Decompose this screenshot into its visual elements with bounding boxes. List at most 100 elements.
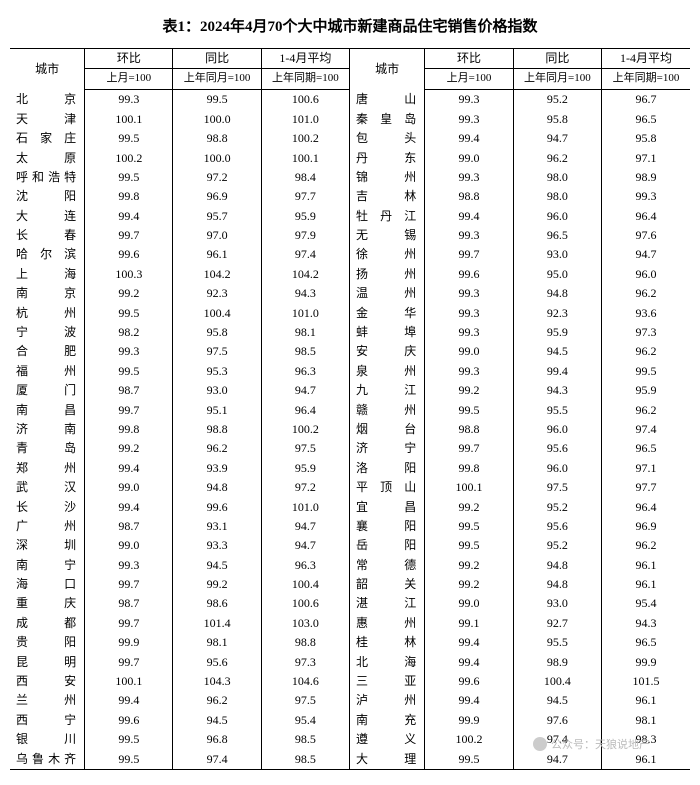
mom-cell: 99.4 <box>425 633 513 652</box>
avg-cell: 97.2 <box>261 478 349 497</box>
avg-cell: 98.5 <box>261 730 349 749</box>
yoy-cell: 93.9 <box>173 459 261 478</box>
city-cell: 深圳 <box>10 536 85 555</box>
city-cell: 南充 <box>350 711 425 730</box>
watermark-text: 公众号：天狼说地产 <box>551 736 650 752</box>
avg-cell: 96.3 <box>261 362 349 381</box>
avg-cell: 96.3 <box>261 556 349 575</box>
yoy-cell: 99.4 <box>513 362 601 381</box>
mom-cell: 99.4 <box>425 691 513 710</box>
table-row: 深圳99.093.394.7 <box>10 536 350 555</box>
yoy-cell: 98.0 <box>513 168 601 187</box>
city-cell: 上海 <box>10 265 85 284</box>
yoy-cell: 98.1 <box>173 633 261 652</box>
yoy-cell: 98.9 <box>513 653 601 672</box>
header-mom: 环比 <box>85 49 173 69</box>
header-avg-sub: 上年同期=100 <box>261 69 349 90</box>
yoy-cell: 98.6 <box>173 594 261 613</box>
table-row: 金华99.392.393.6 <box>350 304 690 323</box>
avg-cell: 97.7 <box>602 478 690 497</box>
yoy-cell: 95.7 <box>173 207 261 226</box>
mom-cell: 99.5 <box>425 401 513 420</box>
header-yoy-sub: 上年同月=100 <box>513 69 601 90</box>
mom-cell: 99.2 <box>425 498 513 517</box>
yoy-cell: 94.8 <box>513 575 601 594</box>
city-cell: 牡丹江 <box>350 207 425 226</box>
table-row: 泸州99.494.596.1 <box>350 691 690 710</box>
table-row: 湛江99.093.095.4 <box>350 594 690 613</box>
mom-cell: 99.3 <box>425 90 513 110</box>
yoy-cell: 96.2 <box>173 691 261 710</box>
watermark-icon <box>533 737 547 751</box>
avg-cell: 98.5 <box>261 342 349 361</box>
table-row: 青岛99.296.297.5 <box>10 439 350 458</box>
yoy-cell: 97.2 <box>173 168 261 187</box>
avg-cell: 94.7 <box>261 381 349 400</box>
city-cell: 北京 <box>10 90 85 110</box>
table-row: 乌鲁木齐99.597.498.5 <box>10 750 350 769</box>
avg-cell: 97.1 <box>602 459 690 478</box>
avg-cell: 98.1 <box>602 711 690 730</box>
city-cell: 沈阳 <box>10 187 85 206</box>
city-cell: 济宁 <box>350 439 425 458</box>
mom-cell: 99.2 <box>425 381 513 400</box>
table-row: 北京99.399.5100.6 <box>10 90 350 110</box>
yoy-cell: 96.9 <box>173 187 261 206</box>
mom-cell: 99.4 <box>425 653 513 672</box>
yoy-cell: 93.0 <box>513 245 601 264</box>
city-cell: 泸州 <box>350 691 425 710</box>
mom-cell: 99.6 <box>425 672 513 691</box>
yoy-cell: 93.3 <box>173 536 261 555</box>
yoy-cell: 95.3 <box>173 362 261 381</box>
table-row: 泉州99.399.499.5 <box>350 362 690 381</box>
yoy-cell: 94.3 <box>513 381 601 400</box>
avg-cell: 93.6 <box>602 304 690 323</box>
yoy-cell: 96.0 <box>513 207 601 226</box>
table-row: 昆明99.795.697.3 <box>10 653 350 672</box>
mom-cell: 100.1 <box>425 478 513 497</box>
mom-cell: 99.5 <box>425 536 513 555</box>
avg-cell: 96.1 <box>602 691 690 710</box>
mom-cell: 99.3 <box>425 304 513 323</box>
header-yoy-sub: 上年同月=100 <box>173 69 261 90</box>
city-cell: 常德 <box>350 556 425 575</box>
mom-cell: 99.9 <box>425 711 513 730</box>
city-cell: 吉林 <box>350 187 425 206</box>
yoy-cell: 95.6 <box>513 439 601 458</box>
avg-cell: 94.7 <box>261 536 349 555</box>
city-cell: 福州 <box>10 362 85 381</box>
yoy-cell: 101.4 <box>173 614 261 633</box>
avg-cell: 96.2 <box>602 342 690 361</box>
city-cell: 郑州 <box>10 459 85 478</box>
header-mom: 环比 <box>425 49 513 69</box>
city-cell: 兰州 <box>10 691 85 710</box>
city-cell: 扬州 <box>350 265 425 284</box>
avg-cell: 96.5 <box>602 110 690 129</box>
avg-cell: 95.4 <box>261 711 349 730</box>
yoy-cell: 98.8 <box>173 420 261 439</box>
avg-cell: 95.8 <box>602 129 690 148</box>
mom-cell: 99.4 <box>85 691 173 710</box>
table-row: 成都99.7101.4103.0 <box>10 614 350 633</box>
table-row: 无锡99.396.597.6 <box>350 226 690 245</box>
yoy-cell: 99.5 <box>173 90 261 110</box>
table-row: 韶关99.294.896.1 <box>350 575 690 594</box>
yoy-cell: 94.5 <box>173 711 261 730</box>
header-avg-sub: 上年同期=100 <box>602 69 690 90</box>
table-row: 济宁99.795.696.5 <box>350 439 690 458</box>
yoy-cell: 97.5 <box>513 478 601 497</box>
city-cell: 厦门 <box>10 381 85 400</box>
table-row: 岳阳99.595.296.2 <box>350 536 690 555</box>
header-city: 城市 <box>350 49 425 90</box>
mom-cell: 99.8 <box>85 187 173 206</box>
header-city: 城市 <box>10 49 85 90</box>
table-row: 郑州99.493.995.9 <box>10 459 350 478</box>
yoy-cell: 95.6 <box>513 517 601 536</box>
avg-cell: 97.5 <box>261 691 349 710</box>
price-index-table: 城市 环比 同比 1-4月平均 上月=100 上年同月=100 上年同期=100… <box>10 48 690 770</box>
avg-cell: 100.6 <box>261 594 349 613</box>
mom-cell: 99.3 <box>425 284 513 303</box>
city-cell: 大连 <box>10 207 85 226</box>
city-cell: 大理 <box>350 750 425 769</box>
mom-cell: 99.0 <box>425 342 513 361</box>
